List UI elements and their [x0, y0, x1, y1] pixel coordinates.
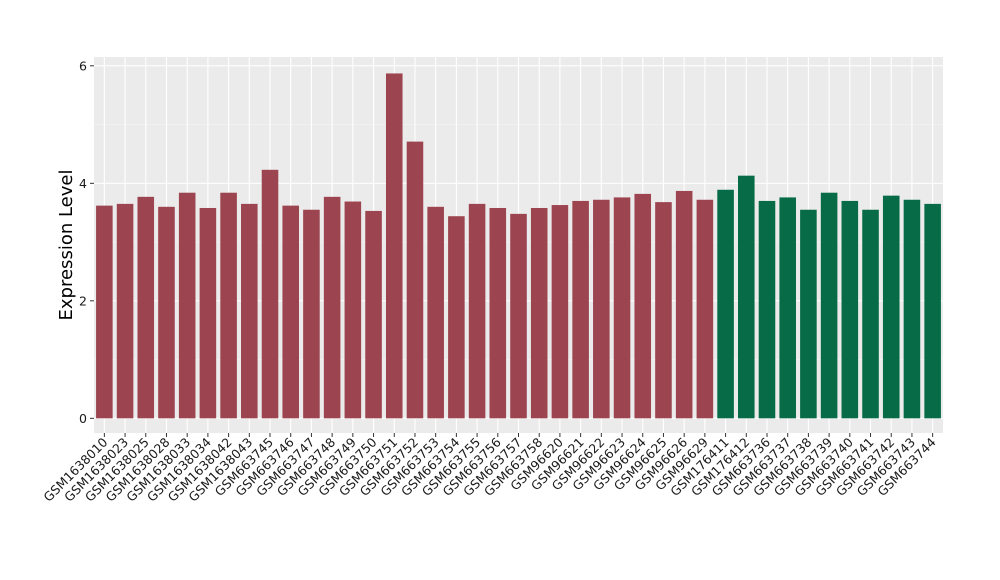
bar: [489, 207, 507, 419]
bar: [758, 200, 776, 419]
bar: [365, 210, 382, 419]
bar: [303, 209, 320, 419]
bar: [448, 216, 465, 419]
y-axis: 0 2 4 6: [79, 58, 94, 426]
bar: [820, 192, 838, 419]
bar: [406, 141, 424, 419]
y-tick-label: 4: [79, 176, 87, 191]
bar: [572, 200, 589, 419]
y-tick-label: 0: [79, 411, 87, 426]
bar: [116, 203, 134, 419]
bar: [862, 209, 879, 419]
bar: [903, 199, 921, 419]
bar: [737, 175, 755, 419]
bars: [96, 73, 941, 419]
bar: [530, 207, 548, 419]
bar: [344, 201, 362, 419]
bar: [96, 205, 113, 419]
bar: [178, 192, 196, 419]
bar: [323, 196, 341, 419]
bar: [199, 207, 217, 419]
bar: [551, 205, 569, 419]
y-axis-title: Expression Level: [56, 170, 77, 321]
bar: [924, 203, 941, 419]
bar: [282, 205, 300, 419]
x-axis: GSM1638010GSM1638023GSM1638025GSM1638028…: [40, 433, 939, 505]
bar: [696, 199, 714, 419]
bar: [613, 197, 631, 419]
bar: [800, 209, 817, 419]
bar: [634, 193, 652, 419]
bar: [427, 206, 444, 419]
bar: [468, 203, 486, 419]
bar: [841, 200, 859, 419]
bar: [261, 169, 279, 419]
bar: [385, 73, 403, 419]
bar: [241, 203, 258, 419]
bar: [158, 206, 175, 419]
bar: [137, 196, 155, 419]
bar: [593, 199, 610, 419]
bar: [220, 192, 237, 419]
y-tick-label: 2: [79, 293, 87, 308]
y-tick-label: 6: [79, 58, 87, 73]
bar: [510, 213, 527, 419]
bar: [655, 202, 672, 419]
bar: [779, 197, 796, 419]
bar: [717, 189, 734, 419]
bar: [882, 195, 900, 419]
bar: [675, 190, 693, 419]
